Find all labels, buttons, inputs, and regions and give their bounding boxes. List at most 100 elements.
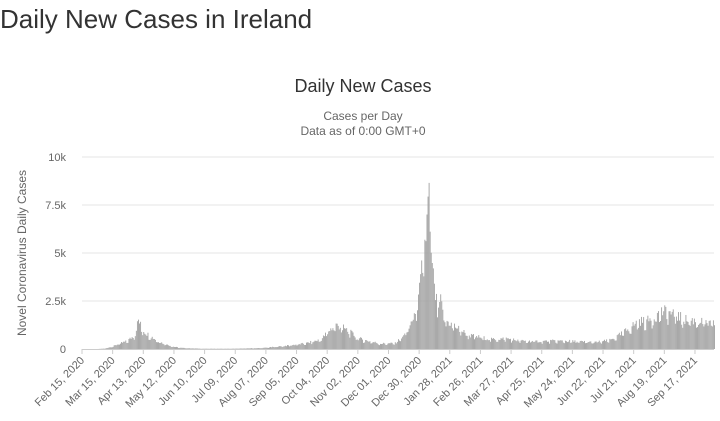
daily-case-bar bbox=[182, 347, 184, 349]
daily-case-bar bbox=[604, 339, 605, 349]
daily-case-bar bbox=[172, 346, 174, 349]
daily-case-bar bbox=[664, 305, 666, 349]
daily-case-bar bbox=[159, 342, 161, 349]
daily-case-bar bbox=[192, 348, 194, 349]
daily-case-bar bbox=[448, 325, 450, 349]
daily-case-bar bbox=[631, 326, 633, 349]
daily-case-bar bbox=[467, 339, 469, 349]
daily-case-bar bbox=[125, 340, 127, 349]
daily-case-bar bbox=[292, 345, 294, 349]
daily-case-bar bbox=[243, 348, 245, 349]
daily-case-bar bbox=[657, 311, 659, 349]
daily-case-bar bbox=[480, 337, 482, 349]
daily-case-bar bbox=[329, 331, 331, 349]
daily-case-bar bbox=[146, 335, 148, 349]
daily-case-bar bbox=[248, 348, 250, 349]
daily-case-bar bbox=[129, 337, 131, 349]
daily-case-bar bbox=[278, 346, 280, 349]
daily-case-bar bbox=[443, 320, 445, 349]
daily-case-bar bbox=[445, 326, 447, 349]
daily-case-bar bbox=[518, 341, 520, 349]
daily-case-bar bbox=[488, 340, 490, 349]
daily-case-bar bbox=[648, 321, 650, 349]
daily-case-bar bbox=[561, 340, 563, 349]
daily-case-bar bbox=[506, 338, 508, 349]
daily-case-bar bbox=[408, 328, 410, 349]
daily-case-bar bbox=[464, 332, 466, 349]
daily-case-bar bbox=[617, 334, 619, 349]
daily-case-bar bbox=[346, 328, 348, 349]
daily-case-bar bbox=[165, 344, 167, 349]
daily-case-bar bbox=[630, 333, 632, 349]
daily-case-bar bbox=[187, 348, 189, 349]
daily-case-bar bbox=[714, 325, 715, 349]
daily-case-bar bbox=[439, 301, 441, 349]
daily-case-bar bbox=[152, 338, 154, 349]
daily-case-bar bbox=[710, 325, 712, 349]
daily-case-bar bbox=[575, 342, 577, 349]
daily-case-bar bbox=[567, 342, 568, 349]
daily-case-bar bbox=[491, 337, 492, 349]
daily-case-bar bbox=[317, 339, 319, 349]
daily-case-bar bbox=[495, 340, 497, 349]
daily-case-bar bbox=[255, 348, 257, 349]
daily-case-bar bbox=[441, 301, 443, 349]
daily-case-bar bbox=[697, 327, 698, 349]
daily-case-bar bbox=[452, 330, 454, 349]
daily-case-bar bbox=[147, 332, 149, 349]
daily-case-bar bbox=[307, 342, 309, 349]
daily-case-bar bbox=[273, 347, 275, 349]
daily-case-bar bbox=[191, 348, 193, 349]
daily-case-bar bbox=[343, 324, 344, 349]
daily-case-bar bbox=[576, 341, 578, 349]
daily-case-bar bbox=[412, 319, 414, 349]
daily-case-bar bbox=[542, 340, 544, 349]
daily-case-bar bbox=[372, 342, 374, 349]
daily-case-bar bbox=[593, 342, 595, 349]
daily-case-bar bbox=[519, 342, 521, 349]
daily-case-bar bbox=[539, 341, 541, 349]
daily-case-bar bbox=[502, 337, 504, 349]
daily-case-bar bbox=[403, 335, 405, 349]
daily-case-bar bbox=[512, 340, 514, 349]
daily-case-bar bbox=[158, 342, 159, 349]
daily-case-bar bbox=[496, 341, 498, 349]
daily-case-bar bbox=[647, 315, 649, 349]
daily-case-bar bbox=[254, 348, 256, 349]
daily-case-bar bbox=[687, 321, 689, 349]
daily-case-bar bbox=[358, 338, 360, 349]
daily-case-bar bbox=[285, 346, 287, 349]
daily-case-bar bbox=[112, 346, 114, 349]
daily-case-bar bbox=[261, 348, 263, 349]
daily-case-bar bbox=[492, 338, 493, 349]
daily-case-bar bbox=[437, 317, 438, 349]
daily-case-bar bbox=[651, 328, 653, 349]
daily-case-bar bbox=[678, 312, 679, 349]
daily-case-bar bbox=[351, 330, 353, 349]
daily-case-bar bbox=[417, 310, 418, 349]
daily-case-bar bbox=[433, 283, 435, 349]
daily-case-bar bbox=[533, 342, 535, 349]
daily-case-bar bbox=[339, 327, 341, 349]
daily-case-bar bbox=[407, 331, 409, 349]
daily-case-bar bbox=[550, 339, 552, 349]
daily-case-bar bbox=[188, 348, 190, 349]
daily-case-bar bbox=[195, 348, 196, 349]
daily-case-bar bbox=[580, 340, 582, 349]
daily-case-bar bbox=[134, 336, 136, 349]
daily-case-bar bbox=[532, 340, 534, 349]
daily-case-bar bbox=[338, 329, 340, 349]
y-tick-label: 5k bbox=[54, 248, 66, 260]
daily-case-bar bbox=[531, 341, 533, 349]
daily-case-bar bbox=[634, 323, 636, 349]
daily-case-bar bbox=[140, 321, 142, 349]
daily-case-bar bbox=[421, 260, 423, 349]
y-tick-label: 0 bbox=[60, 344, 66, 356]
daily-case-bar bbox=[331, 330, 333, 349]
daily-case-bar bbox=[484, 340, 486, 349]
daily-case-bar bbox=[432, 268, 434, 349]
daily-case-bar bbox=[500, 338, 502, 349]
daily-case-bar bbox=[423, 276, 425, 349]
daily-case-bar bbox=[419, 282, 421, 349]
